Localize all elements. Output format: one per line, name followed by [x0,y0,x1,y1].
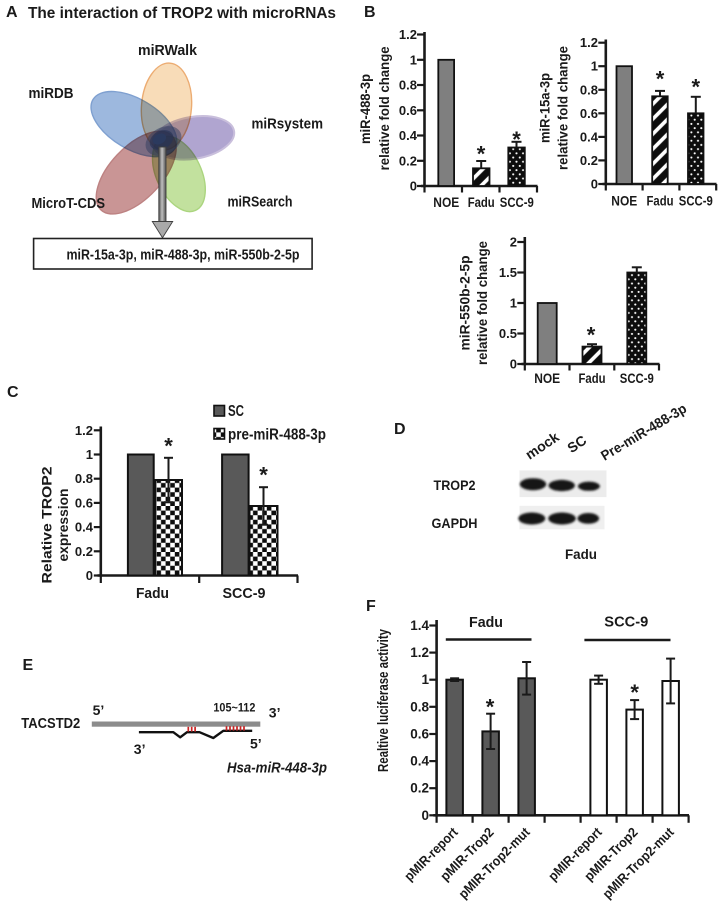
svg-text:pre-miR-488-3p: pre-miR-488-3p [228,427,326,444]
svg-text:expression: expression [55,489,71,562]
svg-text:SCC-9: SCC-9 [620,371,654,386]
svg-text:0.4: 0.4 [580,129,599,144]
svg-text:Fadu: Fadu [565,546,597,562]
svg-text:Fadu: Fadu [579,371,606,386]
svg-text:miR-550b-2-5p: miR-550b-2-5p [457,256,473,351]
svg-text:0: 0 [421,808,429,823]
svg-text:Relative TROP2: Relative TROP2 [39,466,55,583]
svg-text:B: B [364,4,376,21]
svg-text:miR-15a-3p: miR-15a-3p [537,73,553,143]
svg-text:miRsystem: miRsystem [252,116,324,133]
svg-text:1.2: 1.2 [75,423,93,438]
svg-text:Hsa-miR-448-3p: Hsa-miR-448-3p [227,761,327,777]
svg-text:Fadu: Fadu [469,615,503,631]
svg-text:0.8: 0.8 [580,82,598,97]
svg-text:*: * [630,680,639,705]
svg-text:miR-488-3p: miR-488-3p [357,74,373,144]
svg-text:0.6: 0.6 [580,106,598,121]
svg-text:F: F [366,598,376,615]
svg-text:A: A [6,4,18,21]
svg-text:TACSTD2: TACSTD2 [21,716,80,732]
svg-text:Fadu: Fadu [647,194,674,209]
svg-text:0.6: 0.6 [410,727,429,742]
svg-text:1.2: 1.2 [410,645,429,660]
svg-text:2: 2 [510,235,517,250]
svg-text:SCC-9: SCC-9 [500,195,534,210]
svg-text:1.2: 1.2 [399,27,417,42]
svg-text:0.5: 0.5 [499,326,517,341]
svg-text:1.5: 1.5 [499,265,517,280]
svg-text:1: 1 [510,296,517,311]
svg-text:0.8: 0.8 [410,699,429,714]
svg-text:miRWalk: miRWalk [138,42,198,59]
svg-text:relative fold change: relative fold change [555,46,571,170]
svg-text:SCC-9: SCC-9 [604,615,648,631]
svg-text:5’: 5’ [250,736,262,752]
svg-text:105~112: 105~112 [213,703,255,715]
svg-text:*: * [512,127,521,152]
svg-text:miR-15a-3p, miR-488-3p, miR-55: miR-15a-3p, miR-488-3p, miR-550b-2-5p [67,248,300,264]
svg-text:0.8: 0.8 [75,471,93,486]
svg-text:0.6: 0.6 [399,103,417,118]
svg-text:0: 0 [410,179,417,194]
svg-text:0.4: 0.4 [75,520,94,535]
svg-text:0.2: 0.2 [75,544,93,559]
svg-text:0.2: 0.2 [399,153,417,168]
svg-text:1: 1 [421,672,429,687]
svg-text:*: * [692,75,701,100]
svg-text:NOE: NOE [433,195,459,210]
svg-text:*: * [164,434,173,459]
svg-text:*: * [587,323,596,348]
svg-text:0.4: 0.4 [399,128,418,143]
svg-text:TROP2: TROP2 [434,477,476,493]
svg-text:Realtive luciferase activity: Realtive luciferase activity [376,629,392,772]
svg-text:1.4: 1.4 [410,618,429,633]
svg-text:*: * [486,695,495,720]
svg-text:C: C [7,384,19,401]
svg-text:1: 1 [86,447,93,462]
svg-text:Fadu: Fadu [136,585,169,602]
svg-text:D: D [394,421,406,438]
svg-text:NOE: NOE [611,194,637,209]
svg-text:1.2: 1.2 [580,35,598,50]
svg-text:NOE: NOE [534,371,560,386]
svg-text:1: 1 [410,52,417,67]
svg-text:0.6: 0.6 [75,495,93,510]
svg-text:The interaction of TROP2 with: The interaction of TROP2 with microRNAs [28,5,336,22]
svg-text:0: 0 [86,568,93,583]
svg-text:1: 1 [591,59,598,74]
svg-text:0.4: 0.4 [410,754,429,769]
svg-text:miRSearch: miRSearch [228,194,293,211]
svg-text:MicroT-CDS: MicroT-CDS [32,195,106,212]
svg-text:*: * [259,463,268,488]
svg-text:3’: 3’ [134,741,146,757]
svg-text:SC: SC [228,403,244,420]
svg-text:miRDB: miRDB [29,85,74,102]
svg-text:GAPDH: GAPDH [432,515,478,531]
svg-text:*: * [477,142,486,167]
svg-text:relative fold change: relative fold change [376,46,392,170]
svg-text:3’: 3’ [269,705,281,721]
svg-text:0.8: 0.8 [399,78,417,93]
svg-text:0: 0 [510,357,517,372]
svg-text:*: * [656,67,665,92]
svg-text:SCC-9: SCC-9 [223,585,266,602]
svg-text:5’: 5’ [93,702,105,718]
svg-text:E: E [23,657,34,674]
svg-text:0: 0 [591,177,598,192]
svg-text:0.2: 0.2 [580,153,598,168]
svg-text:0.2: 0.2 [410,781,429,796]
svg-text:Fadu: Fadu [468,195,495,210]
svg-text:relative fold change: relative fold change [474,241,490,365]
svg-text:SCC-9: SCC-9 [679,194,713,209]
